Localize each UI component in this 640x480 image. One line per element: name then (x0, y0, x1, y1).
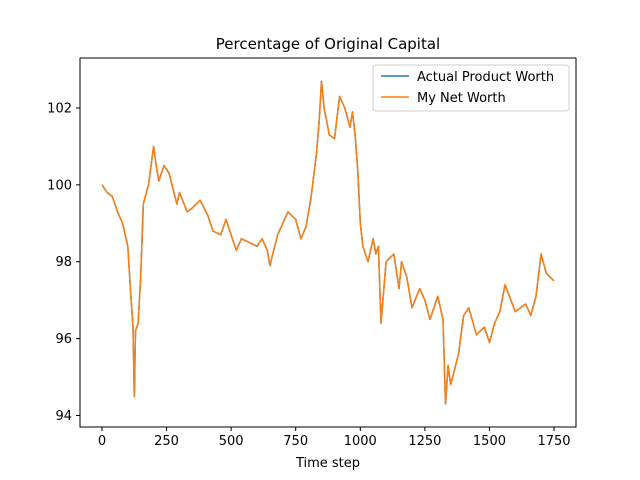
chart-title: Percentage of Original Capital (216, 35, 440, 53)
y-tick-label: 94 (55, 409, 72, 424)
y-tick-label: 100 (47, 178, 72, 193)
x-tick-label: 1250 (408, 434, 441, 449)
x-axis-label: Time step (295, 456, 360, 471)
x-tick-label: 750 (283, 434, 308, 449)
legend-label-actual-product-worth: Actual Product Worth (417, 70, 554, 85)
y-axis-ticks: 94 96 98 100 102 (47, 101, 80, 424)
legend-box (372, 64, 570, 112)
x-tick-label: 1000 (344, 434, 377, 449)
legend-label-my-net-worth: My Net Worth (417, 91, 506, 106)
chart-legend: Actual Product Worth My Net Worth (372, 64, 570, 112)
x-tick-label: 0 (98, 434, 106, 449)
x-tick-label: 1750 (537, 434, 570, 449)
series-line-my-net-worth (101, 80, 555, 405)
plot-frame (79, 57, 577, 428)
series-lines (101, 80, 555, 405)
y-tick-label: 96 (55, 332, 72, 347)
y-tick-label: 102 (47, 101, 72, 116)
x-tick-label: 1500 (473, 434, 506, 449)
x-tick-label: 250 (154, 434, 179, 449)
x-tick-label: 500 (219, 434, 244, 449)
y-tick-label: 98 (55, 255, 72, 270)
x-axis-ticks: 0 250 500 750 1000 1250 1500 1750 (98, 427, 571, 449)
